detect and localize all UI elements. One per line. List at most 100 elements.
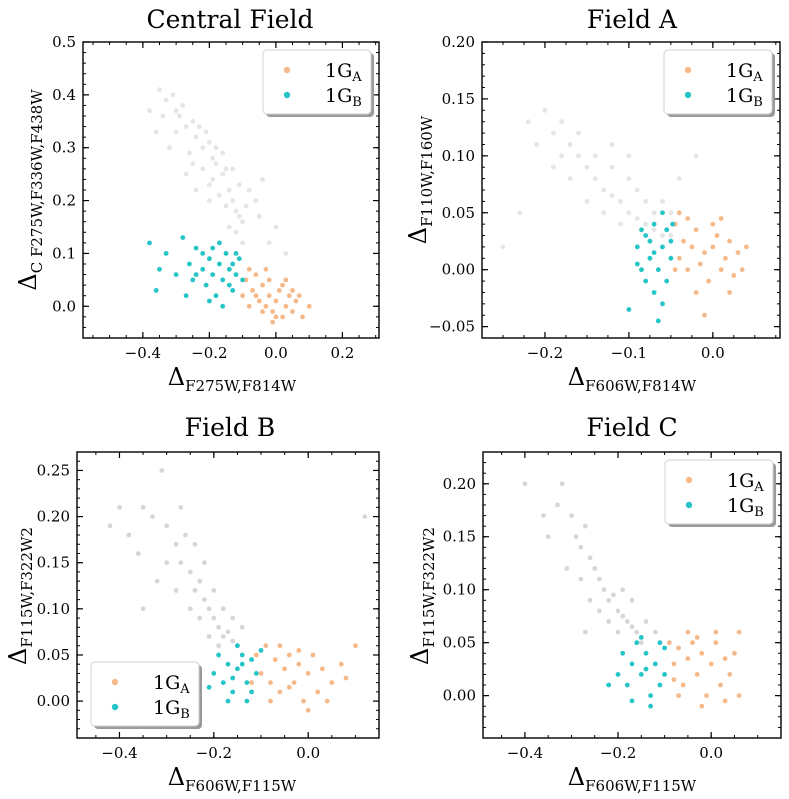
data-point-1GA [699, 703, 705, 709]
data-point-bg [578, 544, 584, 550]
data-point-1GA [735, 250, 741, 256]
data-point-1GB [233, 251, 239, 256]
data-point-1GA [671, 677, 677, 683]
data-point-bg [517, 210, 523, 216]
data-point-1GA [676, 210, 682, 216]
plot-frame [482, 451, 782, 739]
y-axis-label-sub: C F275W,F336W,F438W [28, 89, 46, 273]
data-point-bg [230, 166, 236, 172]
data-point-bg [542, 107, 548, 113]
data-point-1GA [286, 652, 292, 658]
data-point-1GB [183, 293, 189, 299]
data-point-bg [202, 597, 207, 602]
data-point-bg [197, 124, 202, 129]
data-point-1GA [713, 629, 719, 635]
data-point-bg [559, 481, 565, 487]
data-point-1GB [660, 210, 665, 216]
data-point-bg [578, 576, 584, 582]
data-point-bg [569, 513, 574, 518]
data-point-1GA [324, 698, 330, 704]
data-point-1GB [643, 650, 649, 656]
data-point-1GB [210, 272, 216, 277]
data-point-1GB [226, 266, 232, 272]
y-axis-label-sub: F115W,F322W2 [420, 527, 438, 648]
x-tick-label: −0.4 [125, 344, 161, 362]
data-point-bg [668, 210, 674, 216]
x-axis-label-sub: F606W,F115W [185, 777, 297, 795]
data-point-bg [559, 119, 565, 125]
data-point-1GA [708, 661, 714, 667]
data-point-bg [609, 142, 615, 147]
x-axis-label-sub: F606W,F115W [585, 777, 697, 795]
data-point-1GB [629, 698, 635, 704]
data-point-1GB [207, 256, 212, 262]
data-point-1GB [210, 245, 216, 251]
data-point-1GA [338, 661, 344, 667]
data-point-1GA [722, 698, 728, 704]
y-tick-label: 0.15 [443, 528, 476, 546]
data-point-1GA [283, 277, 289, 283]
data-point-1GB [660, 301, 665, 307]
y-tick-label: 0.15 [37, 554, 70, 572]
data-point-bg [213, 161, 219, 167]
legend-marker [111, 678, 119, 686]
data-point-1GB [220, 277, 226, 283]
data-point-bg [206, 634, 212, 639]
data-point-1GA [718, 682, 723, 688]
x-axis-label: ΔF606W,F115W [168, 763, 297, 795]
data-point-1GB [655, 318, 661, 324]
data-point-1GB [235, 666, 240, 672]
legend-label-sub: A [351, 70, 362, 85]
data-point-1GB [662, 645, 667, 651]
y-tick-label: 0.5 [52, 33, 76, 51]
y-tick-label: 0.05 [443, 634, 476, 652]
data-point-bg [206, 606, 212, 612]
data-point-bg [164, 560, 170, 566]
data-point-1GA [296, 661, 302, 667]
data-point-1GA [301, 698, 306, 704]
data-point-1GA [702, 312, 707, 318]
data-point-1GB [180, 235, 186, 241]
scatter-points [147, 87, 312, 325]
data-point-1GB [651, 221, 657, 227]
x-axis-label: ΔF275W,F814W [168, 363, 297, 395]
x-axis-label: ΔF606W,F115W [568, 763, 697, 795]
data-point-1GB [225, 661, 231, 667]
data-point-bg [183, 171, 189, 177]
x-tick-label: −0.2 [196, 744, 232, 762]
panel-title: Central Field [146, 5, 313, 34]
data-point-1GA [240, 293, 246, 299]
data-point-bg [160, 113, 166, 119]
x-tick-label: −0.2 [600, 744, 636, 762]
data-point-bg [187, 606, 193, 612]
data-point-1GB [662, 672, 667, 677]
data-point-1GA [276, 288, 282, 293]
data-point-1GB [634, 640, 640, 646]
data-point-bg [583, 629, 588, 635]
data-point-1GB [203, 282, 209, 288]
data-point-1GB [657, 682, 663, 688]
data-point-bg [240, 240, 246, 246]
data-point-bg [240, 219, 246, 225]
panel-title: Field A [587, 5, 678, 34]
data-point-1GB [244, 698, 250, 704]
data-point-bg [230, 198, 236, 204]
data-point-1GA [736, 629, 742, 635]
y-axis-label: ΔF115W,F322W2 [4, 527, 36, 665]
data-point-bg [629, 624, 635, 630]
data-point-1GA [710, 244, 716, 250]
data-point-1GB [173, 272, 179, 277]
data-point-1GB [163, 251, 169, 256]
data-point-bg [183, 124, 189, 129]
data-point-bg [597, 576, 602, 582]
data-point-1GA [353, 643, 358, 649]
data-point-bg [200, 145, 206, 151]
data-point-bg [193, 134, 199, 140]
data-point-1GB [216, 652, 222, 658]
data-point-1GB [226, 282, 232, 288]
data-point-1GA [690, 640, 695, 646]
data-point-1GA [671, 661, 677, 667]
data-point-1GA [727, 672, 733, 677]
data-point-bg [193, 187, 199, 193]
data-point-1GA [280, 314, 285, 320]
